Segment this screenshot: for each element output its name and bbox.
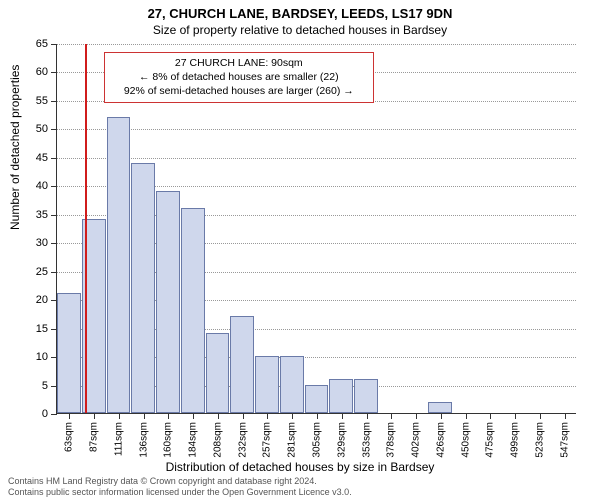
x-tick [391,413,392,419]
x-tick [515,413,516,419]
x-tick-label: 305sqm [312,422,323,458]
annotation-line3: 92% of semi-detached houses are larger (… [111,84,367,98]
grid-line [57,158,576,159]
y-axis-title: Number of detached properties [8,65,22,230]
histogram-bar [305,385,329,413]
x-tick-label: 257sqm [262,422,273,458]
y-tick-label: 30 [24,237,48,249]
x-tick-label: 329sqm [336,422,347,458]
chart-title-sub: Size of property relative to detached ho… [0,21,600,37]
chart-title-main: 27, CHURCH LANE, BARDSEY, LEEDS, LS17 9D… [0,0,600,21]
x-tick [540,413,541,419]
y-tick-label: 25 [24,266,48,278]
y-tick-label: 20 [24,294,48,306]
x-tick-label: 232sqm [237,422,248,458]
x-axis-title: Distribution of detached houses by size … [0,460,600,474]
x-tick-label: 402sqm [411,422,422,458]
y-tick [51,129,57,130]
y-tick [51,243,57,244]
x-tick-label: 450sqm [460,422,471,458]
y-tick-label: 5 [24,380,48,392]
histogram-bar [156,191,180,413]
y-tick [51,158,57,159]
plot-area: 0510152025303540455055606563sqm87sqm111s… [56,44,576,414]
y-tick-label: 35 [24,209,48,221]
x-tick [490,413,491,419]
x-tick-label: 208sqm [212,422,223,458]
x-tick [168,413,169,419]
y-tick-label: 55 [24,95,48,107]
histogram-bar [131,163,155,413]
reference-marker-line [85,44,87,413]
x-tick-label: 160sqm [163,422,174,458]
x-tick-label: 475sqm [485,422,496,458]
x-tick [342,413,343,419]
histogram-bar [57,293,81,413]
x-tick-label: 353sqm [361,422,372,458]
histogram-bar [107,117,131,413]
y-tick-label: 45 [24,152,48,164]
y-tick [51,72,57,73]
x-tick [218,413,219,419]
grid-line [57,129,576,130]
x-tick [416,413,417,419]
y-tick [51,414,57,415]
annotation-box: 27 CHURCH LANE: 90sqm← 8% of detached ho… [104,52,374,103]
x-tick-label: 499sqm [510,422,521,458]
histogram-bar [329,379,353,413]
histogram-bar [280,356,304,413]
x-tick-label: 87sqm [89,422,100,452]
y-tick-label: 0 [24,408,48,420]
x-tick-label: 184sqm [188,422,199,458]
annotation-line2: ← 8% of detached houses are smaller (22) [111,70,367,84]
x-tick [317,413,318,419]
x-tick [119,413,120,419]
histogram-bar [428,402,452,413]
y-tick-label: 15 [24,323,48,335]
y-tick [51,215,57,216]
x-tick [69,413,70,419]
y-tick-label: 40 [24,180,48,192]
x-tick [243,413,244,419]
x-tick-label: 281sqm [287,422,298,458]
y-tick [51,186,57,187]
x-tick-label: 378sqm [386,422,397,458]
grid-line [57,44,576,45]
x-tick-label: 63sqm [64,422,75,452]
x-tick [193,413,194,419]
attribution-footer: Contains HM Land Registry data © Crown c… [8,476,352,498]
y-tick [51,44,57,45]
y-tick-label: 65 [24,38,48,50]
x-tick [267,413,268,419]
chart-area: 0510152025303540455055606563sqm87sqm111s… [56,44,576,414]
y-tick [51,272,57,273]
histogram-bar [206,333,230,413]
y-tick-label: 50 [24,123,48,135]
annotation-line1: 27 CHURCH LANE: 90sqm [111,56,367,70]
x-tick-label: 547sqm [559,422,570,458]
histogram-bar [354,379,378,413]
x-tick-label: 523sqm [534,422,545,458]
x-tick [565,413,566,419]
histogram-bar [255,356,279,413]
x-tick [144,413,145,419]
x-tick [441,413,442,419]
y-tick-label: 60 [24,66,48,78]
x-tick [292,413,293,419]
x-tick [466,413,467,419]
x-tick [94,413,95,419]
x-tick [367,413,368,419]
y-tick [51,101,57,102]
histogram-bar [181,208,205,413]
x-tick-label: 426sqm [435,422,446,458]
footer-line-1: Contains HM Land Registry data © Crown c… [8,476,352,487]
histogram-bar [230,316,254,413]
footer-line-2: Contains public sector information licen… [8,487,352,498]
x-tick-label: 111sqm [113,422,124,456]
x-tick-label: 136sqm [138,422,149,458]
y-tick-label: 10 [24,351,48,363]
